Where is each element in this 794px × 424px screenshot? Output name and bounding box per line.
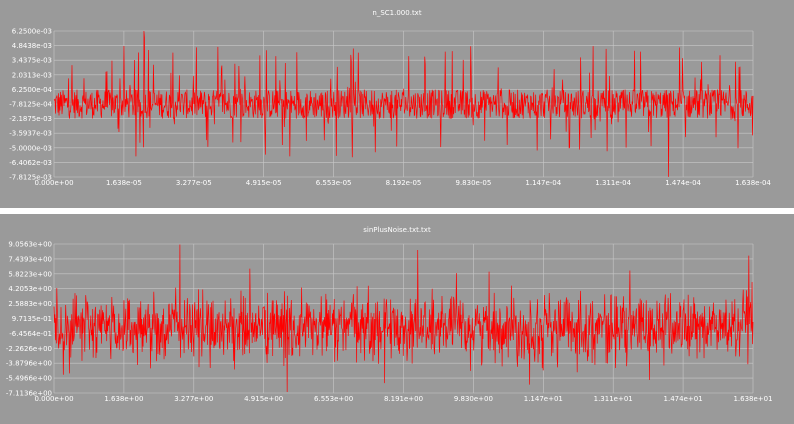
top-plot-x-tick-label: 9.830e-05: [456, 179, 492, 187]
bottom-plot-y-tick-label: 2.5883e+00: [8, 300, 52, 308]
bottom-plot-x-tick-label: 1.311e+01: [594, 395, 633, 403]
top-plot-y-tick-label: -2.1875e-03: [9, 115, 52, 123]
bottom-plot-x-tick-label: 9.830e+00: [454, 395, 493, 403]
top-plot-y-tick-label: -5.0000e-03: [9, 144, 52, 152]
top-plot-y-tick-label: -3.5937e-03: [9, 130, 52, 138]
top-plot-y-tick-label: 3.4375e-03: [12, 57, 52, 65]
top-plot-signal-line: [53, 30, 754, 177]
top-plot-y-tick-label: -6.4062e-03: [9, 159, 52, 167]
top-plot-x-tick-label: 1.474e-04: [665, 179, 701, 187]
bottom-plot-signal-line: [53, 244, 754, 392]
bottom-plot-x-tick-label: 0.000e+00: [34, 395, 73, 403]
bottom-plot-panel: sinPlusNoise.txt.txt 0.000e+00 1.638e+00 3…: [0, 214, 794, 424]
bottom-plot-y-tick-label: 4.2053e+00: [8, 285, 52, 293]
top-plot-x-tick-label: 1.638e-05: [106, 179, 142, 187]
top-plot-x-tick-label: 1.147e-04: [525, 179, 561, 187]
bottom-plot-y-tick-label: -2.2626e+00: [6, 345, 52, 353]
bottom-plot-y-tick-label: 7.4393e+00: [8, 255, 52, 263]
top-plot-x-tick-label: 3.277e-05: [176, 179, 212, 187]
top-plot-x-tick-label: 4.915e-05: [246, 179, 282, 187]
bottom-plot-title: sinPlusNoise.txt.txt: [363, 226, 431, 234]
bottom-plot-x-tick-label: 4.915e+00: [244, 395, 283, 403]
bottom-plot-y-tick-label: 9.7135e-01: [12, 315, 52, 323]
top-plot-y-tick-label: -7.8125e-04: [9, 101, 52, 109]
top-plot-x-tick-label: 1.311e-04: [595, 179, 631, 187]
bottom-plot-y-tick-label: 9.0563e+00: [8, 241, 52, 249]
panel-separator: [0, 208, 794, 214]
bottom-plot-x-tick-label: 1.638e+00: [104, 395, 143, 403]
bottom-plot-x-tick-label: 8.191e+00: [384, 395, 423, 403]
top-plot-y-tick-label: -7.8125e-03: [9, 174, 52, 182]
top-plot-canvas: 0.000e+00 1.638e-05 3.277e-05 4.915e-05 6.55…: [9, 28, 771, 188]
top-plot-title: n_SC1.000.txt: [372, 9, 422, 17]
bottom-plot-y-tick-label: -6.4564e-01: [9, 330, 52, 338]
bottom-plot-x-tick-label: 1.638e+01: [733, 395, 772, 403]
bottom-plot-x-tick-label: 1.147e+01: [524, 395, 563, 403]
bottom-plot-x-tick-label: 6.553e+00: [314, 395, 353, 403]
top-plot-x-tick-label: 0.000e+00: [34, 179, 73, 187]
bottom-plot-y-tick-label: -7.1136e+00: [6, 390, 52, 398]
top-plot-panel: n_SC1.000.txt 0.000e+00 1.638e-05 3.277e-0…: [0, 0, 794, 208]
top-plot-y-tick-label: 6.2500e-04: [12, 86, 53, 94]
bottom-plot-canvas: 0.000e+00 1.638e+00 3.277e+00 4.915e+00 6.55…: [6, 241, 773, 404]
top-plot-x-tick-label: 1.638e-04: [735, 179, 771, 187]
bottom-plot-x-tick-label: 3.277e+00: [174, 395, 213, 403]
bottom-plot-y-tick-label: -3.8796e+00: [6, 360, 52, 368]
bottom-plot-y-tick-label: 5.8223e+00: [8, 270, 52, 278]
bottom-plot-x-tick-label: 1.474e+01: [664, 395, 703, 403]
top-plot-y-tick-label: 2.0313e-03: [12, 71, 52, 79]
top-plot-x-tick-label: 8.192e-05: [386, 179, 422, 187]
bottom-plot-y-tick-label: -5.4966e+00: [6, 375, 52, 383]
top-plot-x-tick-label: 6.553e-05: [316, 179, 352, 187]
top-plot-y-tick-label: 4.8438e-03: [12, 42, 52, 50]
top-plot-y-tick-label: 6.2500e-03: [12, 28, 52, 36]
